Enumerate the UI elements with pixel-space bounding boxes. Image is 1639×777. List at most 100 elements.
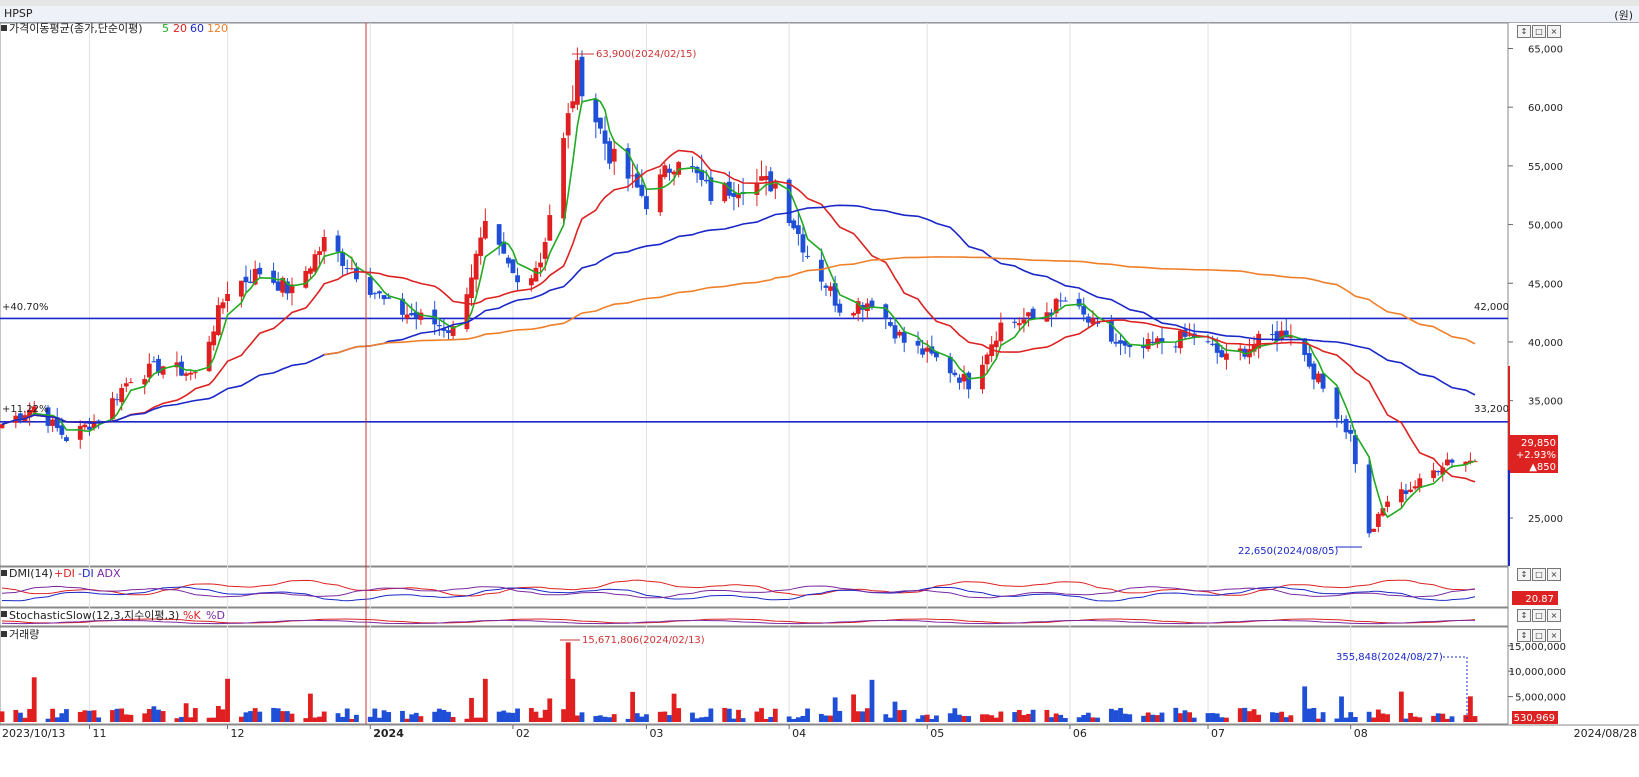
volume-bar xyxy=(1440,713,1446,722)
candle-body xyxy=(1385,501,1390,507)
volume-bar xyxy=(961,716,967,722)
volume-bar xyxy=(1348,712,1354,722)
volume-bar xyxy=(1044,709,1050,722)
candle-body xyxy=(897,331,903,336)
volume-bar xyxy=(82,710,88,722)
upper-line-value-label: 42,000 xyxy=(1474,302,1509,313)
candle-body xyxy=(243,276,249,283)
volume-bar xyxy=(1095,717,1100,722)
current-price-badge-bg xyxy=(1510,435,1558,473)
x-tick-label: 02 xyxy=(516,727,530,740)
candle-body xyxy=(754,182,760,195)
volume-bar xyxy=(708,708,714,722)
candle-body xyxy=(1127,344,1133,348)
candle-body xyxy=(722,182,728,202)
volume-bar xyxy=(22,717,28,722)
volume-last-badge: 530,969 xyxy=(1512,711,1558,724)
candle-body xyxy=(1154,338,1160,345)
panel-maximize-button[interactable]: □ xyxy=(1532,25,1546,38)
candle-body xyxy=(1214,343,1220,353)
volume-bar xyxy=(441,709,447,722)
candle-body xyxy=(1085,316,1091,323)
candle-body xyxy=(1210,343,1216,345)
candle-body xyxy=(413,311,419,318)
current-price-badge: 29,850 +2.93% ▲850 xyxy=(1510,435,1558,473)
lower-line-labels: +11.22% 33,200 xyxy=(2,404,1509,415)
candle-body xyxy=(238,280,244,297)
volume-bar xyxy=(1302,686,1308,722)
volume-bars xyxy=(0,642,1478,722)
candle-body xyxy=(271,270,276,283)
x-tick-label: 2024 xyxy=(373,727,404,740)
ma-20-line xyxy=(1,149,1476,483)
volume-bar xyxy=(772,708,778,722)
candle-body xyxy=(961,373,967,382)
volume-bar xyxy=(142,713,148,722)
candle-body xyxy=(110,398,115,420)
stochastic-d-label: %D xyxy=(206,609,225,622)
ma-legend-title: 가격이동평균(종가,단순이평) xyxy=(9,22,143,35)
volume-bar xyxy=(1283,717,1289,722)
panel-maximize-button[interactable]: □ xyxy=(1532,629,1546,642)
volume-bar xyxy=(676,708,682,722)
volume-bar xyxy=(354,714,359,722)
panel-close-button[interactable]: × xyxy=(1547,629,1561,642)
volume-bar xyxy=(667,715,672,722)
candle-body xyxy=(888,322,893,326)
volume-bar xyxy=(1178,713,1183,722)
candle-body xyxy=(1081,306,1087,315)
volume-bar xyxy=(1371,717,1377,722)
volume-bar xyxy=(128,714,134,722)
candle-body xyxy=(1412,486,1418,489)
candle-body xyxy=(436,324,442,327)
price-unit-label: (원) xyxy=(1614,9,1633,22)
candle-body xyxy=(96,420,102,422)
volume-bar xyxy=(634,713,640,722)
candle-body xyxy=(1150,341,1156,344)
volume-bar xyxy=(1090,717,1096,722)
candle-body xyxy=(759,176,764,181)
candle-body xyxy=(1058,300,1064,302)
candle-body xyxy=(1380,508,1386,516)
candle-body xyxy=(1274,331,1280,342)
legend-marker-icon xyxy=(1,570,7,576)
volume-badge-bg xyxy=(1512,711,1558,724)
dmi-series-line xyxy=(1,579,1476,597)
candle-body xyxy=(989,344,995,356)
volume-bar xyxy=(27,708,33,722)
volume-bar xyxy=(1449,716,1455,722)
volume-bar xyxy=(671,693,677,722)
candle-body xyxy=(515,275,520,283)
candle-body xyxy=(561,138,566,219)
volume-bar xyxy=(317,716,323,722)
panel-resize-button[interactable]: ↕ xyxy=(1517,609,1531,622)
panel-close-button[interactable]: × xyxy=(1547,609,1561,622)
volume-title: 거래량 xyxy=(9,628,39,641)
panel-maximize-button[interactable]: □ xyxy=(1532,568,1546,581)
panel-resize-button[interactable]: ↕ xyxy=(1517,629,1531,642)
panel-resize-button[interactable]: ↕ xyxy=(1517,568,1531,581)
panel-close-button[interactable]: × xyxy=(1547,25,1561,38)
volume-bar xyxy=(547,698,553,722)
volume-bar xyxy=(450,717,456,722)
candle-body xyxy=(128,382,134,384)
panel-resize-button[interactable]: ↕ xyxy=(1517,25,1531,38)
volume-bar xyxy=(736,709,741,722)
volume-bar xyxy=(791,718,797,722)
candle-body xyxy=(1242,348,1248,357)
volume-bar xyxy=(188,717,194,722)
candle-body xyxy=(934,351,939,358)
panel-close-button[interactable]: × xyxy=(1547,568,1561,581)
volume-bar xyxy=(920,715,926,722)
price-legend: 가격이동평균(종가,단순이평) 5 20 60 120 xyxy=(1,22,228,35)
volume-bar xyxy=(657,711,663,722)
candle-body xyxy=(1283,330,1289,338)
volume-bar xyxy=(1306,708,1312,722)
volume-bar xyxy=(786,716,792,722)
volume-bar xyxy=(837,710,843,722)
volume-bar xyxy=(800,715,806,722)
panel-maximize-button[interactable]: □ xyxy=(1532,609,1546,622)
candle-body xyxy=(542,242,548,259)
candle-body xyxy=(1311,363,1317,380)
